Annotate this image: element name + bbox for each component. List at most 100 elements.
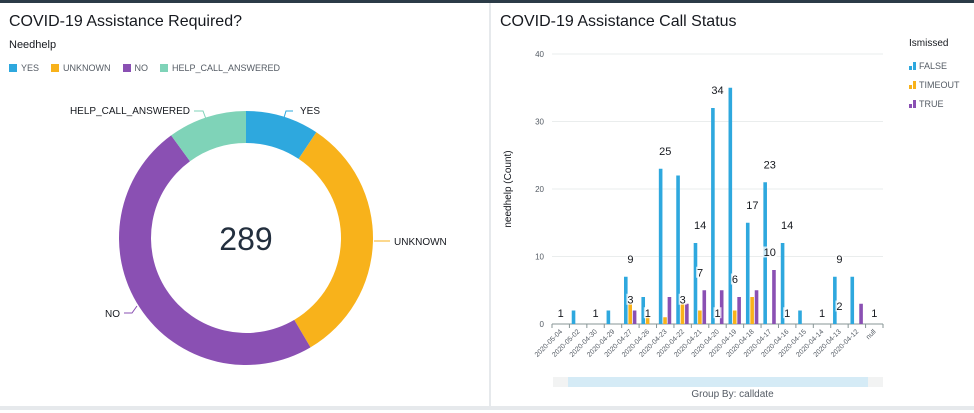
bar-false[interactable] [658,168,663,324]
data-label: 1 [819,308,825,320]
data-label: 25 [659,146,671,158]
bar-true[interactable] [772,270,776,324]
call-status-bar-visual[interactable]: COVID-19 Assistance Call Status Ismissed… [491,3,974,406]
bar-false[interactable] [606,310,611,325]
bar-false[interactable] [693,243,698,324]
data-label-bg [626,293,635,305]
data-label: 10 [764,247,776,259]
donut-slice-yes[interactable] [246,111,317,159]
data-label: 34 [711,85,723,97]
data-label: 1 [592,308,598,320]
bar-timeout[interactable] [663,317,667,324]
bar-timeout[interactable] [680,303,685,324]
data-label: 14 [694,220,706,232]
data-label-bg [783,307,792,319]
bar-true[interactable] [632,310,637,325]
x-tick-label: null [865,328,878,341]
bar-false[interactable] [711,108,715,324]
bar-true[interactable] [754,290,759,324]
bar-timeout[interactable] [698,310,702,325]
bar-timeout[interactable] [750,297,754,324]
donut-legend: YES UNKNOWN NO HELP_CALL_ANSWERED [9,63,280,73]
scrollbar-thumb[interactable] [568,377,868,387]
data-label-bg [643,307,652,319]
bar-false[interactable] [780,243,785,324]
data-label-bg [626,253,635,265]
legend-label: NO [134,63,149,73]
donut-slice-no[interactable] [118,135,311,366]
bar-timeout[interactable] [732,310,737,325]
data-label-bg [762,158,777,170]
legend-item-yes[interactable]: YES [9,63,39,73]
bar-false[interactable] [641,297,646,324]
bar-false[interactable] [833,276,837,324]
needhelp-donut-visual[interactable]: COVID-19 Assistance Required? Needhelp Y… [0,3,491,406]
bar-false[interactable] [571,310,576,325]
donut-total: 289 [219,221,272,257]
legend-item-no[interactable]: NO [122,63,149,73]
bar-timeout[interactable] [645,317,650,324]
horizontal-scrollbar[interactable] [553,377,883,387]
legend-item-timeout[interactable]: TIMEOUT [909,80,960,90]
data-label-bg [818,307,827,319]
data-label: 6 [732,274,738,286]
bar-true[interactable] [737,297,741,324]
dashboard-bottom-edge [0,406,974,410]
data-label-bg [835,253,844,265]
legend-label: FALSE [919,61,948,71]
bar-false[interactable] [676,175,680,325]
dashboard-top-bar [0,0,974,3]
legend-item-true[interactable]: TRUE [909,99,960,109]
bar-true[interactable] [685,303,689,324]
slice-label: UNKNOWN [394,237,447,248]
data-label: 2 [836,301,842,313]
donut-chart[interactable]: YES UNKNOWN NO HELP_CALL_ANSWERED 289 [0,73,489,413]
bar-false[interactable] [728,87,733,324]
data-label-bg [556,307,565,319]
legend-label: TIMEOUT [919,80,960,90]
data-label: 23 [764,159,776,171]
legend-swatch [122,64,131,72]
bar-true[interactable] [702,290,707,324]
y-tick-label: 10 [535,253,544,262]
y-tick-label: 30 [535,118,544,127]
data-label: 1 [784,308,790,320]
bar-series-icon [909,62,916,70]
y-tick-label: 0 [540,320,545,329]
leader-line [282,110,293,122]
data-label: 3 [680,294,686,306]
legend-item-help-call-answered[interactable]: HELP_CALL_ANSWERED [160,63,280,73]
legend-title: Ismissed [909,38,949,49]
legend-label: TRUE [919,99,944,109]
data-label: 1 [558,308,564,320]
bar-true[interactable] [667,297,672,324]
data-label-bg [762,246,777,258]
bar-series-icon [909,81,916,89]
donut-slice-help-call-answered[interactable] [171,111,246,162]
bar-false[interactable] [850,276,855,324]
legend-swatch [9,64,17,72]
data-label: 7 [697,267,703,279]
data-label-bg [745,199,760,211]
bar-true[interactable] [719,290,724,324]
bar-true[interactable] [859,303,863,324]
data-label-bg [835,300,844,312]
legend-item-unknown[interactable]: UNKNOWN [51,63,111,73]
data-label: 3 [627,294,633,306]
bar-timeout[interactable] [628,303,632,324]
bar-false[interactable] [623,276,628,324]
y-axis-title: needhelp (Count) [503,150,514,227]
data-label-bg [696,266,705,278]
bar-false[interactable] [745,222,750,324]
legend-item-false[interactable]: FALSE [909,61,960,71]
data-label: 1 [645,308,651,320]
legend-swatch [51,64,60,72]
slice-label: HELP_CALL_ANSWERED [70,106,190,117]
data-label-bg [713,307,722,319]
visual-title: COVID-19 Assistance Call Status [500,13,737,30]
bar-false[interactable] [798,310,802,325]
donut-slice-unknown[interactable] [294,132,373,348]
group-by-label[interactable]: Group By: calldate [691,389,774,400]
data-label-bg [678,293,687,305]
